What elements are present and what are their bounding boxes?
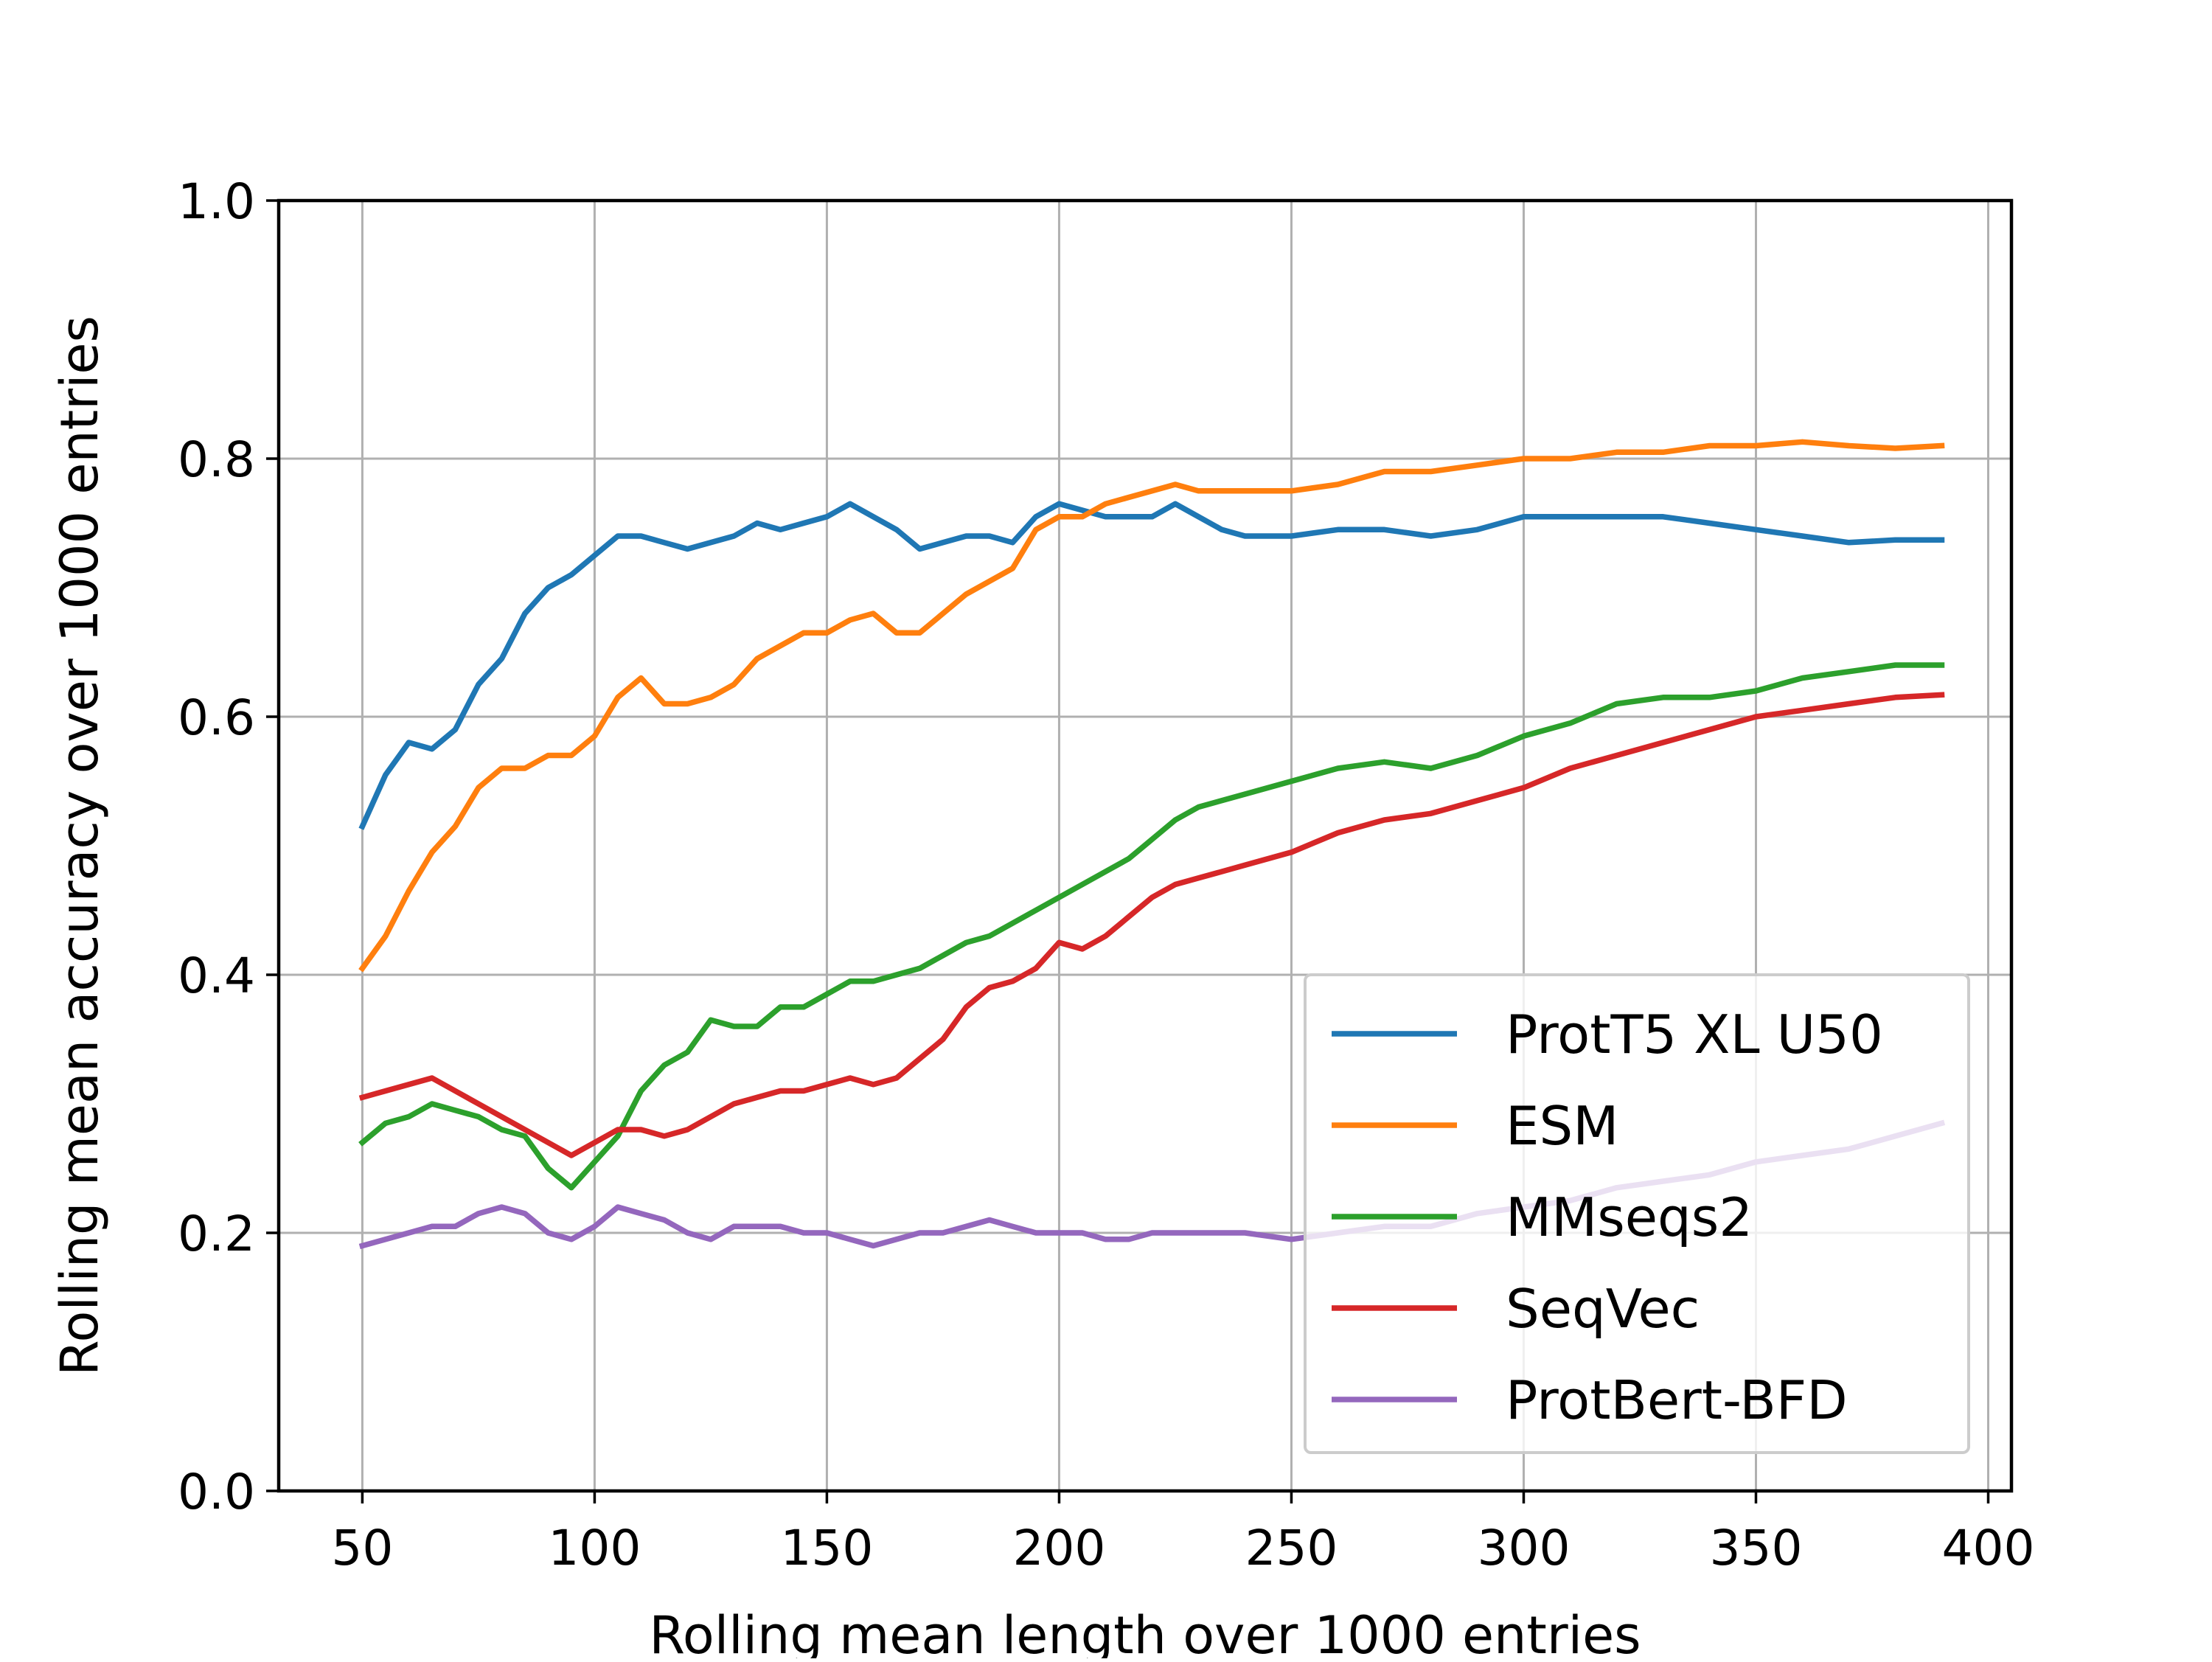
x-tick-label: 50 xyxy=(331,1520,393,1576)
series-line-2 xyxy=(358,439,1945,973)
x-tick-label: 100 xyxy=(548,1520,641,1576)
y-tick-label: 0.0 xyxy=(178,1464,255,1520)
x-tick-label: 400 xyxy=(1942,1520,2035,1576)
series-line-4 xyxy=(358,692,1945,1158)
y-tick-label: 0.4 xyxy=(178,948,255,1004)
x-tick-label: 150 xyxy=(780,1520,873,1576)
legend-label: ProtT5 XL U50 xyxy=(1506,1004,1883,1065)
y-axis-ticks: 0.0 0.2 0.4 0.6 0.8 1.0 xyxy=(178,173,279,1520)
y-tick-label: 0.2 xyxy=(178,1206,255,1262)
series-line-3 xyxy=(358,662,1945,1191)
x-tick-label: 300 xyxy=(1477,1520,1570,1576)
legend: ProtT5 XL U50 ESM MMseqs2 SeqVec ProtBert-BF… xyxy=(1304,973,1970,1454)
x-axis-label: Rolling mean length over 1000 entries xyxy=(649,1605,1641,1658)
series-line-1 xyxy=(358,501,1945,830)
y-tick-label: 1.0 xyxy=(178,173,255,230)
legend-label: MMseqs2 xyxy=(1506,1186,1753,1248)
x-tick-label: 250 xyxy=(1245,1520,1338,1576)
x-tick-label: 350 xyxy=(1709,1520,1802,1576)
plot-frame xyxy=(276,198,2014,1493)
legend-label: ProtBert-BFD xyxy=(1506,1369,1848,1431)
x-axis-ticks: 50 100 150 200 250 300 350 400 xyxy=(331,1491,2034,1576)
y-tick-label: 0.8 xyxy=(178,431,255,488)
legend-box xyxy=(1304,973,1970,1454)
legend-label: SeqVec xyxy=(1506,1278,1700,1340)
y-tick-label: 0.6 xyxy=(178,689,255,746)
x-tick-label: 200 xyxy=(1012,1520,1105,1576)
legend-label: ESM xyxy=(1506,1095,1618,1157)
legend-items: ProtT5 XL U50 ESM MMseqs2 SeqVec ProtBert-BF… xyxy=(1332,1004,1883,1431)
y-axis-label: Rolling mean accuracy over 1000 entries xyxy=(49,316,110,1376)
